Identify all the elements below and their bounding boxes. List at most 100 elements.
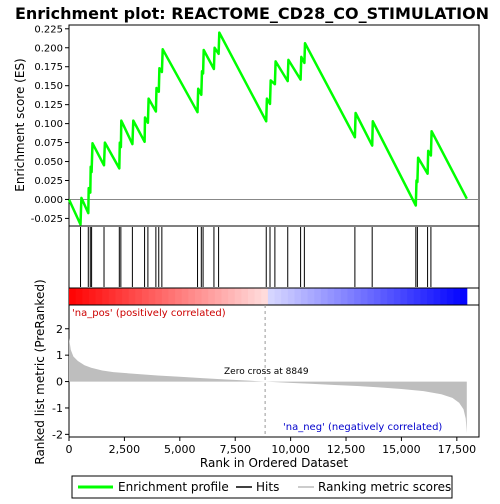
es-y-axis: 0.225 0.200 0.175 0.150 0.125 0.100 0.075 0.050… bbox=[31, 24, 69, 225]
colorbar-segment bbox=[320, 288, 329, 305]
es-y-tick-label: 0.000 bbox=[34, 195, 63, 206]
metric-y-tick-label: -2 bbox=[52, 428, 63, 441]
colorbar-segment bbox=[141, 288, 150, 305]
colorbar-segment bbox=[69, 288, 77, 305]
legend-item-metric: Ranking metric scores bbox=[318, 480, 451, 494]
colorbar-segment bbox=[161, 288, 169, 305]
colorbar-segment bbox=[380, 288, 388, 305]
colorbar-segment bbox=[108, 288, 116, 305]
metric-y-axis: 2 1 0 -1 -2 bbox=[52, 323, 69, 441]
es-y-tick-label: 0.050 bbox=[34, 157, 63, 168]
colorbar-segment bbox=[281, 288, 289, 305]
colorbar-segment bbox=[241, 288, 249, 305]
colorbar-segment bbox=[347, 288, 355, 305]
colorbar-segment bbox=[354, 288, 362, 305]
es-y-tick-label: -0.025 bbox=[31, 214, 63, 225]
x-tick-label: 0 bbox=[66, 443, 73, 456]
colorbar-segment bbox=[248, 288, 256, 305]
colorbar-segment bbox=[135, 288, 143, 305]
metric-area bbox=[69, 338, 467, 433]
colorbar-segment bbox=[420, 288, 428, 305]
hit-marks bbox=[80, 227, 432, 287]
hits-panel-frame bbox=[68, 225, 480, 289]
x-tick-label: 17,500 bbox=[438, 443, 477, 456]
colorbar-segment bbox=[301, 288, 309, 305]
colorbar-segment bbox=[234, 288, 242, 305]
es-y-axis-label: Enrichment score (ES) bbox=[13, 58, 27, 191]
es-y-tick-label: 0.075 bbox=[34, 138, 63, 149]
colorbar-segment bbox=[267, 288, 276, 305]
colorbar-segment bbox=[175, 288, 183, 305]
es-y-tick-label: 0.025 bbox=[34, 176, 63, 187]
colorbar-segment bbox=[122, 288, 130, 305]
colorbar-segment bbox=[261, 288, 269, 305]
es-y-tick-label: 0.175 bbox=[34, 62, 63, 73]
es-profile-layer bbox=[67, 31, 468, 226]
colorbar-segment bbox=[82, 288, 90, 305]
colorbar-segment bbox=[327, 288, 335, 305]
x-tick-label: 2,500 bbox=[109, 443, 141, 456]
colorbar-segment bbox=[214, 288, 222, 305]
colorbar-segment bbox=[274, 288, 282, 305]
legend: Enrichment profile Hits Ranking metric s… bbox=[71, 475, 453, 499]
colorbar-segment bbox=[453, 288, 461, 305]
colorbar-segment bbox=[148, 288, 156, 305]
x-tick-label: 15,000 bbox=[382, 443, 421, 456]
neg-correlated-label: 'na_neg' (negatively correlated) bbox=[283, 422, 442, 433]
metric-area-layer bbox=[69, 305, 467, 437]
es-y-tick-label: 0.150 bbox=[34, 81, 63, 92]
metric-y-tick-label: 2 bbox=[56, 323, 63, 336]
colorbar-segment bbox=[188, 288, 196, 305]
zero-cross-label: Zero cross at 8849 bbox=[224, 367, 309, 377]
x-tick-label: 12,500 bbox=[327, 443, 366, 456]
pos-correlated-label: 'na_pos' (positively correlated) bbox=[72, 308, 226, 319]
colorbar-segment bbox=[75, 288, 83, 305]
x-tick-label: 7,500 bbox=[219, 443, 251, 456]
colorbar-segment bbox=[294, 288, 302, 305]
colorbar-segment bbox=[427, 288, 435, 305]
colorbar-segment bbox=[168, 288, 176, 305]
x-axis-label: Rank in Ordered Dataset bbox=[200, 456, 348, 470]
es-y-tick-label: 0.125 bbox=[34, 100, 63, 111]
metric-y-tick-label: -1 bbox=[52, 402, 63, 415]
colorbar-segment bbox=[102, 288, 110, 305]
colorbar-segment bbox=[446, 288, 455, 305]
metric-y-tick-label: 1 bbox=[56, 349, 63, 362]
colorbar-segment bbox=[307, 288, 315, 305]
metric-panel-frame bbox=[68, 304, 480, 438]
colorbar-segment bbox=[433, 288, 441, 305]
colorbar-segment bbox=[155, 288, 163, 305]
rank-colorbar bbox=[69, 288, 468, 305]
metric-y-tick-label: 0 bbox=[56, 376, 63, 389]
colorbar-segment bbox=[201, 288, 209, 305]
es-y-tick-label: 0.100 bbox=[34, 119, 63, 130]
colorbar-segment bbox=[413, 288, 421, 305]
colorbar-segment bbox=[128, 288, 136, 305]
x-tick-label: 5,000 bbox=[164, 443, 196, 456]
es-y-tick-label: 0.200 bbox=[34, 43, 63, 54]
legend-box bbox=[71, 475, 453, 499]
colorbar-segment bbox=[440, 288, 448, 305]
x-axis: 0 2,500 5,000 7,500 10,000 12,500 15,000 17,500 bbox=[66, 437, 477, 456]
metric-y-axis-label: Ranked list metric (PreRanked) bbox=[33, 279, 47, 464]
colorbar-segment bbox=[334, 288, 342, 305]
x-tick-label: 10,000 bbox=[271, 443, 310, 456]
colorbar-segment bbox=[254, 288, 262, 305]
colorbar-segment bbox=[221, 288, 229, 305]
colorbar-segment bbox=[95, 288, 103, 305]
colorbar-segment bbox=[367, 288, 375, 305]
legend-item-profile: Enrichment profile bbox=[118, 480, 229, 494]
colorbar-segment bbox=[181, 288, 189, 305]
chart-title: Enrichment plot: REACTOME_CD28_CO_STIMUL… bbox=[15, 4, 489, 23]
colorbar-segment bbox=[287, 288, 295, 305]
colorbar-segment bbox=[314, 288, 322, 305]
es-y-tick-label: 0.225 bbox=[34, 24, 63, 35]
colorbar-segment bbox=[115, 288, 123, 305]
colorbar-segment bbox=[208, 288, 216, 305]
colorbar-segment bbox=[407, 288, 415, 305]
colorbar-segment bbox=[387, 288, 395, 305]
colorbar-segment bbox=[393, 288, 402, 305]
es-profile-line bbox=[67, 31, 468, 226]
colorbar-segment bbox=[460, 288, 468, 305]
